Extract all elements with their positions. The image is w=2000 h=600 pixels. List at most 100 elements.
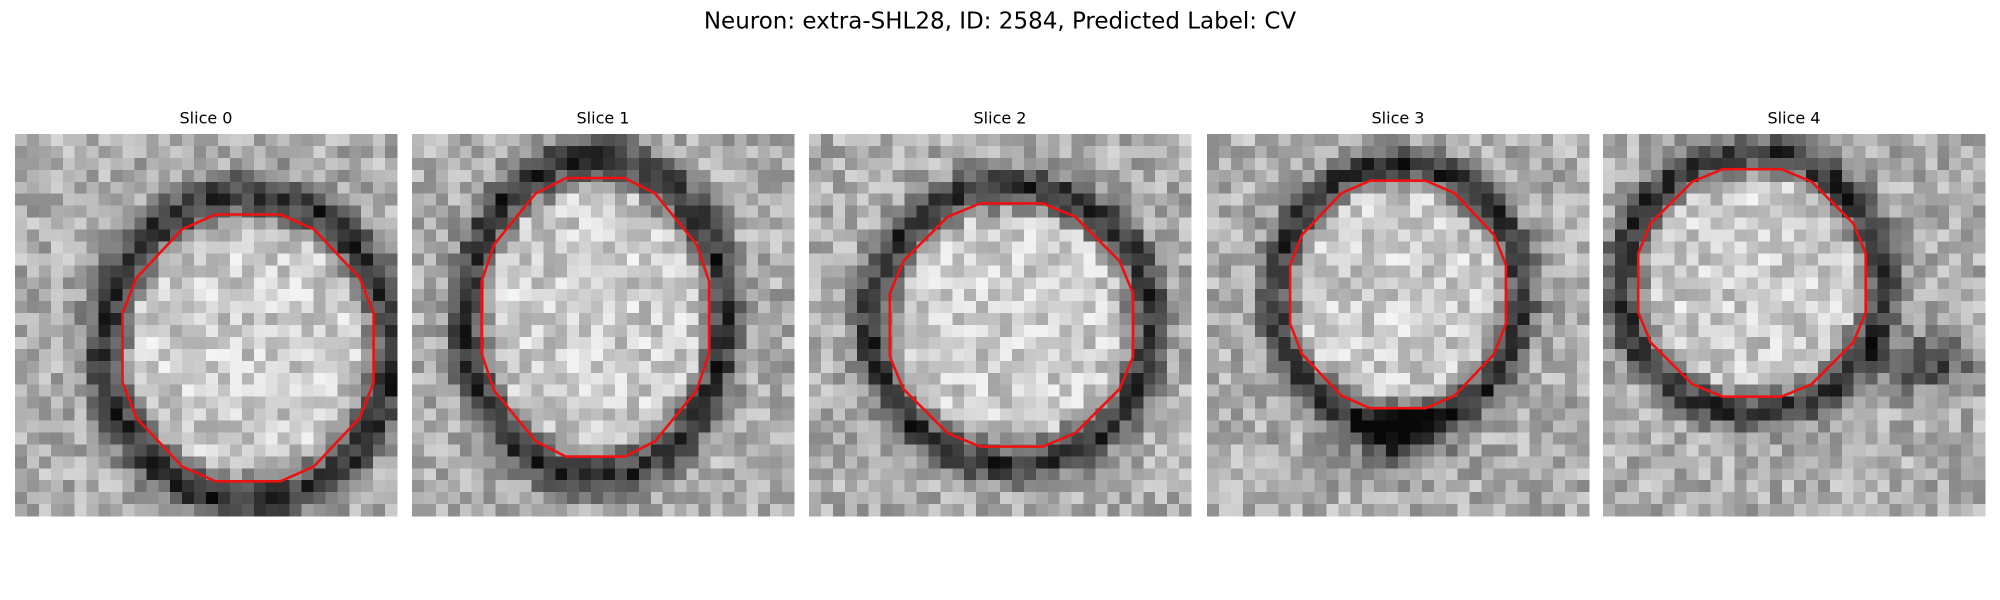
pixel bbox=[1035, 301, 1049, 314]
pixel bbox=[1167, 408, 1180, 421]
pixel bbox=[1047, 241, 1061, 254]
pixel bbox=[722, 169, 735, 183]
pixel bbox=[579, 325, 592, 338]
pixel bbox=[1179, 504, 1192, 517]
pixel bbox=[229, 277, 243, 290]
pixel bbox=[1541, 420, 1554, 433]
pixel bbox=[734, 181, 747, 195]
pixel bbox=[1770, 169, 1783, 183]
pixel bbox=[98, 432, 111, 445]
pixel bbox=[1877, 205, 1890, 218]
pixel bbox=[86, 301, 99, 314]
pixel bbox=[1155, 265, 1168, 278]
pixel bbox=[194, 408, 207, 421]
pixel bbox=[746, 432, 759, 445]
pixel bbox=[1350, 289, 1363, 302]
pixel bbox=[1230, 408, 1244, 421]
pixel bbox=[1889, 408, 1902, 421]
pixel bbox=[1758, 241, 1771, 254]
pixel bbox=[459, 325, 473, 338]
pixel bbox=[1433, 229, 1447, 242]
pixel bbox=[459, 372, 473, 386]
pixel bbox=[1469, 432, 1482, 445]
pixel bbox=[1457, 336, 1471, 350]
pixel bbox=[471, 265, 485, 278]
pixel bbox=[1614, 408, 1628, 421]
pixel bbox=[134, 217, 147, 230]
pixel bbox=[435, 336, 449, 350]
pixel bbox=[579, 217, 592, 230]
pixel bbox=[1107, 336, 1120, 350]
pixel bbox=[1698, 313, 1711, 326]
pixel bbox=[698, 504, 711, 517]
pixel bbox=[289, 348, 302, 362]
pixel bbox=[1047, 193, 1061, 207]
pixel bbox=[1386, 277, 1399, 290]
pixel bbox=[1662, 289, 1676, 302]
pixel bbox=[1290, 432, 1303, 445]
pixel bbox=[1445, 277, 1459, 290]
pixel bbox=[579, 265, 592, 278]
pixel bbox=[844, 396, 858, 409]
pixel bbox=[1877, 169, 1890, 183]
pixel bbox=[940, 313, 953, 326]
pixel bbox=[15, 217, 28, 230]
pixel bbox=[1553, 157, 1566, 171]
pixel bbox=[1841, 181, 1855, 195]
pixel bbox=[1278, 408, 1291, 421]
pixel bbox=[1421, 169, 1435, 183]
pixel bbox=[265, 492, 279, 505]
pixel bbox=[1242, 157, 1256, 171]
pixel bbox=[1901, 336, 1914, 350]
pixel bbox=[385, 504, 398, 517]
pixel bbox=[988, 504, 1001, 517]
pixel bbox=[1529, 253, 1542, 266]
pixel bbox=[447, 372, 461, 386]
pixel bbox=[650, 480, 664, 493]
pixel bbox=[746, 325, 759, 338]
pixel bbox=[412, 420, 425, 433]
pixel bbox=[373, 492, 386, 505]
pixel bbox=[904, 408, 917, 421]
pixel bbox=[868, 193, 882, 207]
pixel bbox=[507, 384, 520, 398]
pixel bbox=[1047, 313, 1061, 326]
pixel bbox=[313, 241, 326, 254]
pixel bbox=[158, 193, 171, 207]
pixel bbox=[229, 313, 243, 326]
pixel bbox=[844, 360, 858, 374]
pixel bbox=[229, 432, 243, 445]
pixel bbox=[423, 193, 437, 207]
pixel bbox=[447, 492, 461, 505]
pixel bbox=[758, 372, 771, 386]
pixel bbox=[122, 444, 135, 457]
pixel bbox=[1961, 336, 1974, 350]
pixel bbox=[820, 372, 834, 386]
pixel bbox=[38, 289, 52, 302]
pixel bbox=[1326, 313, 1339, 326]
pixel bbox=[820, 468, 834, 481]
pixel bbox=[868, 253, 882, 266]
pixel bbox=[50, 313, 64, 326]
pixel bbox=[1023, 325, 1037, 338]
pixel bbox=[1805, 420, 1819, 433]
pixel bbox=[62, 265, 76, 278]
pixel bbox=[412, 504, 425, 517]
pixel bbox=[1338, 265, 1351, 278]
pixel bbox=[1505, 420, 1518, 433]
pixel bbox=[1469, 420, 1482, 433]
pixel bbox=[603, 169, 616, 183]
pixel bbox=[1662, 169, 1676, 183]
pixel bbox=[1023, 145, 1037, 159]
pixel bbox=[1889, 336, 1902, 350]
pixel bbox=[26, 217, 40, 230]
pixel bbox=[650, 456, 664, 469]
pixel bbox=[940, 408, 953, 421]
pixel bbox=[301, 348, 314, 362]
pixel bbox=[964, 504, 977, 517]
pixel bbox=[1350, 384, 1363, 398]
pixel bbox=[1553, 181, 1566, 195]
pixel bbox=[952, 456, 965, 469]
pixel bbox=[1155, 289, 1168, 302]
pixel bbox=[373, 468, 386, 481]
